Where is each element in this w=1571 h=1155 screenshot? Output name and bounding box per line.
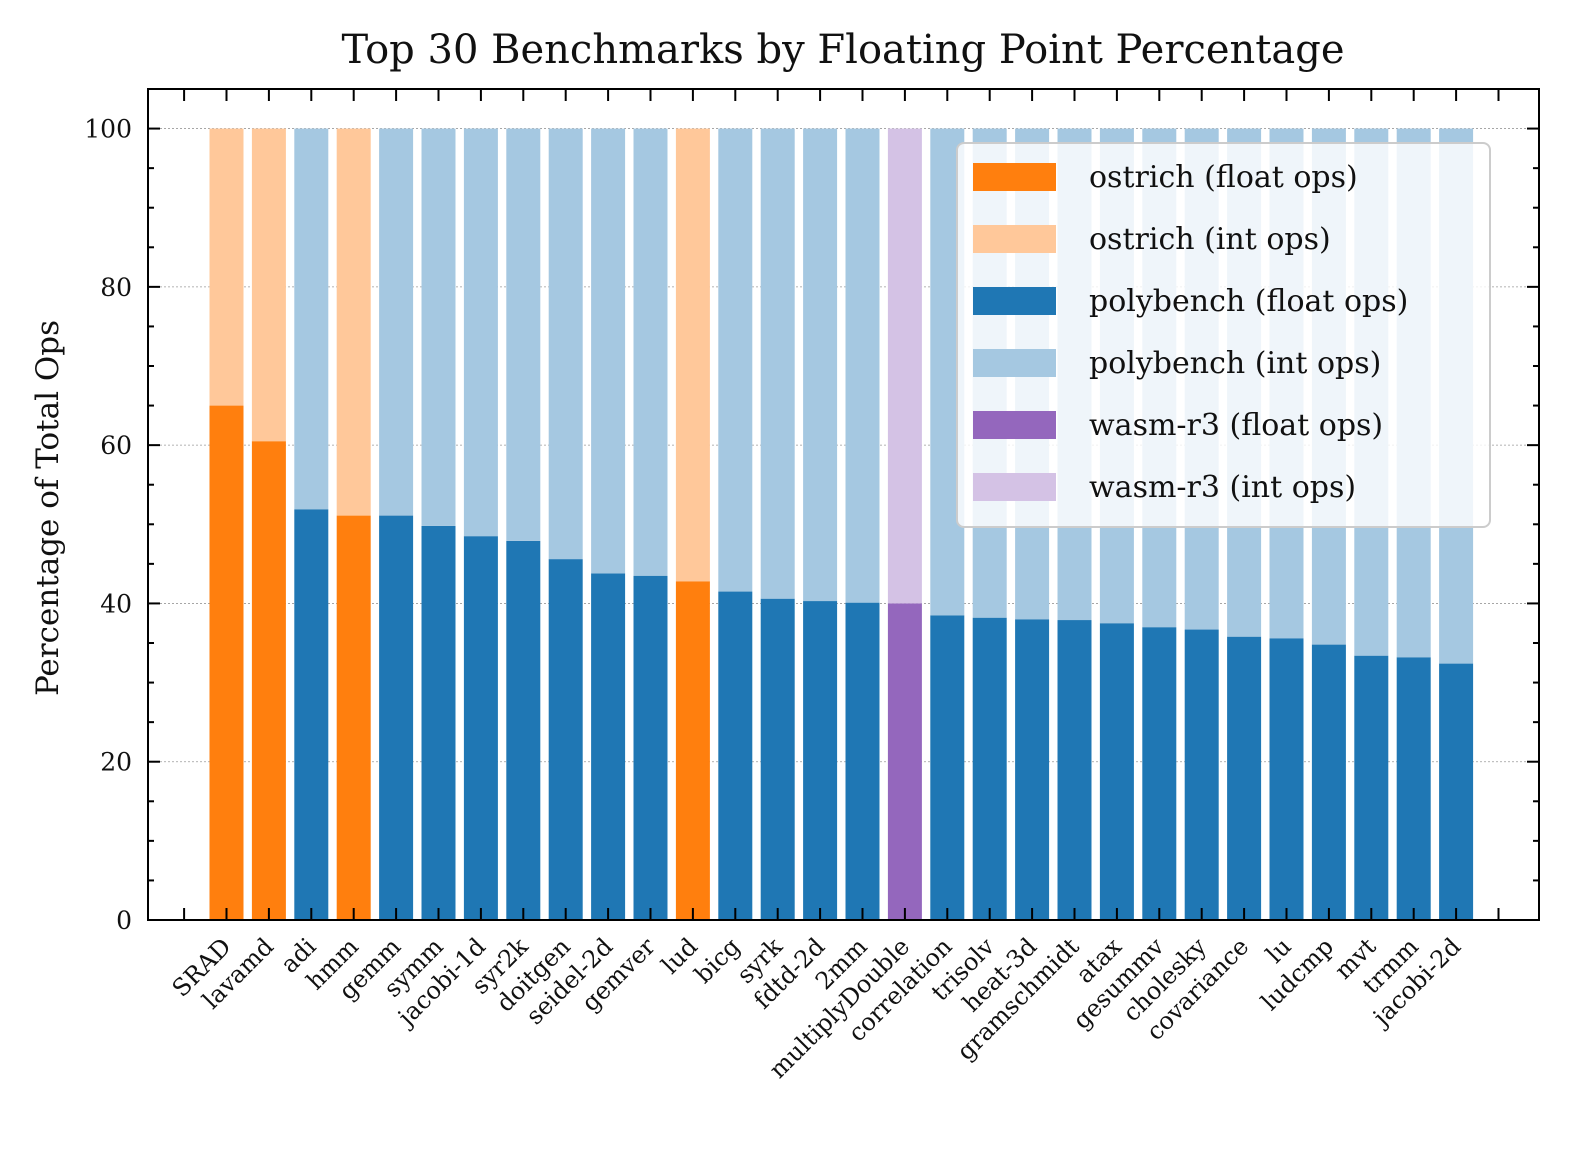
bar-float-hmm: [336, 515, 371, 920]
bar-float-doitgen: [548, 559, 583, 920]
bar-int-gemm: [379, 128, 414, 516]
bar-float-mvt: [1354, 655, 1389, 920]
bar-float-ludcmp: [1311, 644, 1346, 920]
y-tick-label: 40: [100, 589, 132, 618]
bar-float-gemm: [379, 515, 414, 920]
bar-int-seidel-2d: [591, 128, 626, 574]
y-tick-label: 80: [100, 273, 132, 302]
bar-int-gemver: [633, 128, 668, 576]
bar-int-doitgen: [548, 128, 583, 560]
bar-float-covariance: [1227, 636, 1262, 920]
bar-float-adi: [294, 509, 329, 920]
bar-int-symm: [421, 128, 456, 526]
y-tick-label: 0: [116, 906, 132, 935]
legend-box: [956, 142, 1491, 528]
bar-int-SRAD: [209, 128, 244, 406]
bar-int-lud: [675, 128, 710, 582]
bar-int-2mm: [845, 128, 880, 603]
bar-float-seidel-2d: [591, 573, 626, 920]
bar-float-fdtd-2d: [803, 601, 838, 920]
bar-int-lavamd: [251, 128, 286, 442]
bar-float-syrk: [760, 598, 795, 920]
chart-title: Top 30 Benchmarks by Floating Point Perc…: [342, 27, 1345, 73]
bar-float-correlation: [930, 615, 965, 920]
legend-swatch: [973, 349, 1056, 377]
bar-float-jacobi-2d: [1439, 663, 1474, 920]
bar-float-lud: [675, 581, 710, 920]
bar-float-lu: [1269, 638, 1304, 920]
bar-float-bicg: [718, 591, 753, 920]
legend-label: ostrich (int ops): [1089, 222, 1331, 257]
bar-int-adi: [294, 128, 329, 510]
bar-int-syr2k: [506, 128, 541, 541]
legend-swatch: [973, 411, 1056, 439]
legend-label: ostrich (float ops): [1089, 160, 1358, 195]
bar-float-gesummv: [1142, 627, 1177, 920]
y-tick-label: 60: [100, 431, 132, 460]
legend-label: wasm-r3 (int ops): [1089, 470, 1356, 505]
bar-int-syrk: [760, 128, 795, 599]
bar-float-multiplyDouble: [887, 603, 922, 920]
x-tick-labels: SRADlavamdadihmmgemmsymmjacobi-1dsyr2kdo…: [167, 932, 1467, 1084]
bar-float-gemver: [633, 575, 668, 920]
bar-int-multiplyDouble: [887, 128, 922, 604]
bar-float-atax: [1099, 623, 1134, 920]
bar-int-bicg: [718, 128, 753, 592]
x-tick-label: bicg: [689, 932, 745, 988]
bar-float-SRAD: [209, 405, 244, 921]
bar-float-trmm: [1396, 657, 1431, 920]
plot-frame: [147, 88, 1540, 921]
legend-label: wasm-r3 (float ops): [1089, 408, 1383, 443]
bar-int-jacobi-1d: [463, 128, 498, 537]
legend-swatch: [973, 473, 1056, 501]
bar-int-fdtd-2d: [803, 128, 838, 602]
bar-float-jacobi-1d: [463, 536, 498, 920]
legend: ostrich (float ops) ostrich (int ops) poly…: [956, 142, 1491, 528]
legend-swatch: [973, 225, 1056, 253]
legend-label: polybench (float ops): [1089, 284, 1408, 319]
y-axis-label: Percentage of Total Ops: [30, 320, 66, 696]
legend-label: polybench (int ops): [1089, 346, 1381, 381]
legend-swatch: [973, 163, 1056, 191]
axis-ticks: [148, 89, 1539, 921]
bar-float-heat-3d: [1015, 619, 1050, 920]
bar-float-cholesky: [1184, 629, 1219, 920]
bar-float-symm: [421, 525, 456, 920]
y-tick-label: 20: [100, 748, 132, 777]
y-tick-label: 100: [84, 115, 132, 144]
legend-swatch: [973, 287, 1056, 315]
bar-float-syr2k: [506, 540, 541, 920]
bar-float-2mm: [845, 602, 880, 920]
bar-float-gramschmidt: [1057, 620, 1092, 920]
y-tick-labels: 0 20 40 60 80 100: [84, 115, 132, 935]
bar-float-trisolv: [972, 617, 1007, 920]
bar-float-lavamd: [251, 441, 286, 920]
bar-int-hmm: [336, 128, 371, 516]
